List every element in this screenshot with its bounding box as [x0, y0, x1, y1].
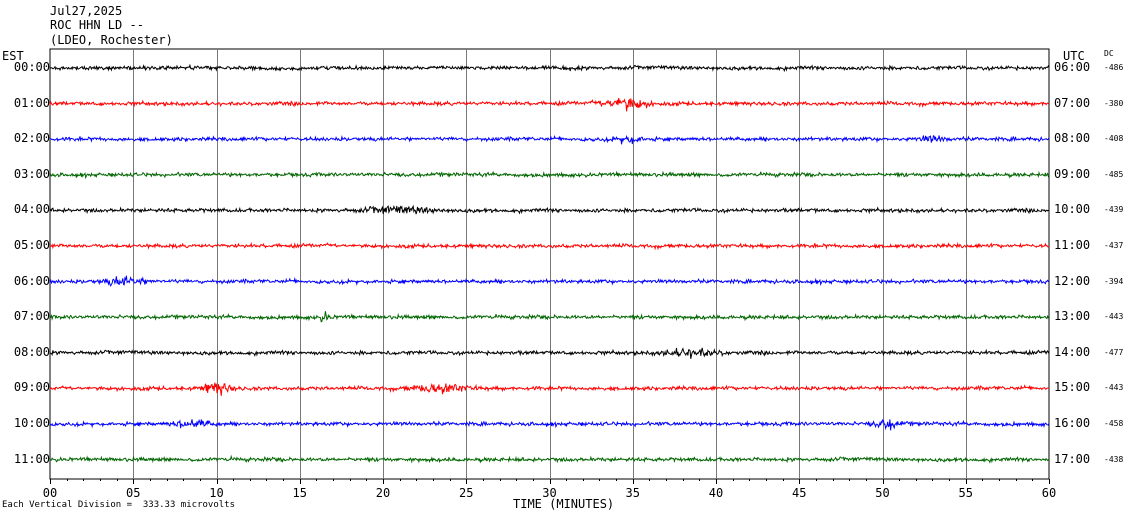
trace-line-0900 [49, 382, 1050, 396]
utc-label: 10:00 [1054, 202, 1091, 217]
dc-offset-label: -485 [1104, 169, 1124, 179]
est-label: 09:00 [13, 380, 50, 395]
dc-offset-label: -443 [1104, 312, 1124, 322]
est-label: 08:00 [13, 344, 50, 359]
est-label: 10:00 [13, 416, 50, 430]
trace-line-0700 [49, 311, 1049, 323]
x-tick-label: 05 [126, 486, 141, 500]
est-label: 05:00 [13, 238, 50, 252]
utc-label: 17:00 [1054, 451, 1091, 466]
est-label: 03:00 [13, 166, 50, 181]
chart-date: Jul27,2025 [50, 4, 123, 18]
utc-label: 06:00 [1054, 60, 1091, 74]
dc-offset-label: -477 [1104, 347, 1124, 357]
dc-offset-label: -443 [1104, 383, 1124, 393]
est-label: 06:00 [13, 273, 50, 288]
trace-line-0400 [49, 204, 1050, 215]
trace-line-0100 [49, 97, 1050, 112]
trace-line-1000 [49, 418, 1050, 431]
utc-label: 16:00 [1054, 416, 1091, 430]
dc-offset-label: -437 [1104, 241, 1124, 250]
dc-title: DC [1104, 49, 1114, 58]
footer-note: Each Vertical Division = 333.33 microvol… [2, 500, 235, 510]
trace-line-1100 [49, 454, 1050, 464]
trace-line-0800 [49, 347, 1050, 359]
x-tick-label: 35 [625, 486, 640, 500]
trace-line-0300 [50, 170, 1050, 180]
dc-offset-label: -408 [1104, 134, 1124, 144]
x-tick-label: 55 [958, 486, 973, 500]
utc-label: 09:00 [1054, 166, 1091, 181]
x-tick-label: 60 [1041, 486, 1057, 500]
est-label: 07:00 [13, 309, 50, 324]
trace-line-0000 [49, 63, 1050, 73]
right-axis-title: UTC [1063, 49, 1085, 63]
trace-line-0500 [49, 241, 1050, 251]
dc-offset-label: -486 [1104, 63, 1124, 72]
utc-label: 12:00 [1054, 273, 1091, 288]
est-label: 04:00 [13, 202, 50, 217]
x-tick-label: 15 [292, 486, 307, 500]
est-label: 00:00 [13, 60, 50, 74]
utc-label: 15:00 [1054, 380, 1091, 395]
utc-label: 14:00 [1054, 344, 1091, 359]
dc-offset-label: -380 [1104, 98, 1124, 108]
est-label: 02:00 [13, 131, 50, 146]
utc-label: 07:00 [1054, 95, 1091, 110]
x-tick-label: 40 [708, 486, 724, 500]
trace-line-0200 [49, 134, 1050, 145]
x-axis-title: TIME (MINUTES) [513, 497, 615, 511]
trace-line-0600 [49, 275, 1050, 287]
x-tick-label: 50 [875, 486, 890, 500]
dc-offset-label: -458 [1104, 419, 1124, 428]
x-tick-label: 30 [542, 486, 557, 500]
x-tick-label: 00 [42, 486, 58, 500]
x-tick-label: 25 [459, 486, 474, 500]
x-tick-label: 10 [209, 486, 224, 500]
x-tick-label: 45 [792, 486, 807, 500]
est-label: 11:00 [13, 451, 50, 466]
x-tick-label: 20 [375, 486, 391, 500]
utc-label: 13:00 [1054, 309, 1091, 324]
dc-offset-label: -439 [1104, 205, 1124, 215]
est-label: 01:00 [13, 95, 50, 110]
utc-label: 11:00 [1054, 238, 1091, 252]
station-code: ROC HHN LD -- [50, 18, 144, 32]
plot-frame [49, 48, 1050, 480]
left-axis-title: EST [2, 49, 24, 63]
utc-label: 08:00 [1054, 131, 1091, 146]
dc-offset-label: -438 [1104, 454, 1124, 464]
network-name: (LDEO, Rochester) [50, 33, 173, 47]
dc-offset-label: -394 [1104, 276, 1124, 286]
